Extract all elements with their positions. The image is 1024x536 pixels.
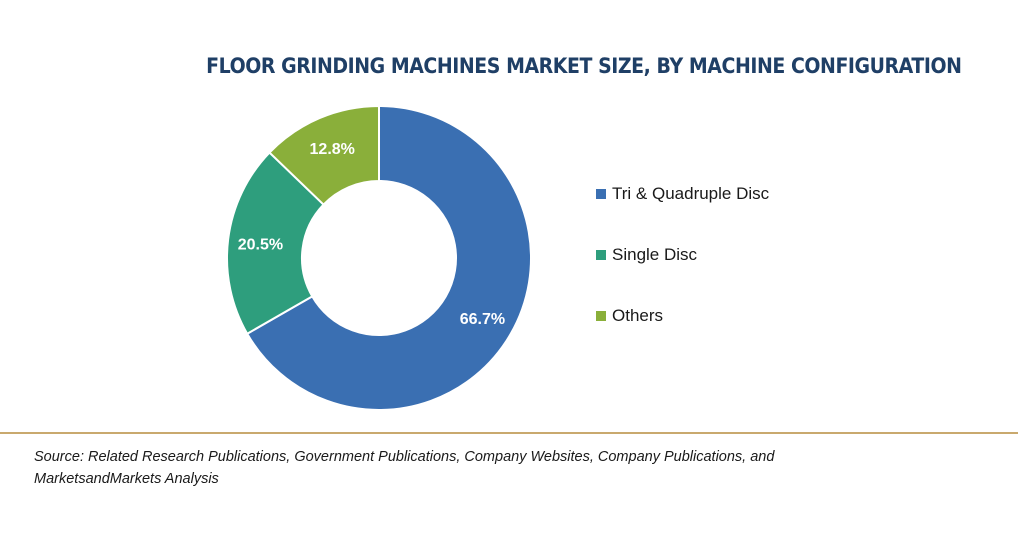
legend-label-others: Others [612, 306, 664, 325]
source-divider [0, 432, 1018, 434]
legend-swatch-others [596, 311, 606, 321]
legend-item-tri-quadruple-disc: Tri & Quadruple Disc [596, 182, 769, 206]
legend-item-others: Others [596, 304, 769, 328]
legend-label-tri-quadruple-disc: Tri & Quadruple Disc [612, 184, 770, 203]
data-label-tri-quadruple-disc: 66.7% [460, 311, 505, 328]
legend-swatch-single-disc [596, 250, 606, 260]
legend-item-single-disc: Single Disc [596, 243, 769, 267]
legend-label-single-disc: Single Disc [612, 245, 698, 264]
source-note: Source: Related Research Publications, G… [34, 446, 934, 490]
chart-legend: Tri & Quadruple Disc Single Disc Others [596, 182, 769, 365]
donut-slice-others [268, 104, 380, 207]
donut-slice-single-disc [226, 151, 325, 336]
donut-slice-tri-quadruple-disc [245, 104, 532, 411]
data-label-single-disc: 20.5% [238, 236, 283, 253]
legend-swatch-tri-quadruple-disc [596, 189, 606, 199]
source-line-2: MarketsandMarkets Analysis [34, 471, 219, 487]
source-line-1: Source: Related Research Publications, G… [34, 449, 775, 465]
chart-title: FLOOR GRINDING MACHINES MARKET SIZE, BY … [206, 54, 962, 79]
data-label-others: 12.8% [310, 141, 355, 158]
